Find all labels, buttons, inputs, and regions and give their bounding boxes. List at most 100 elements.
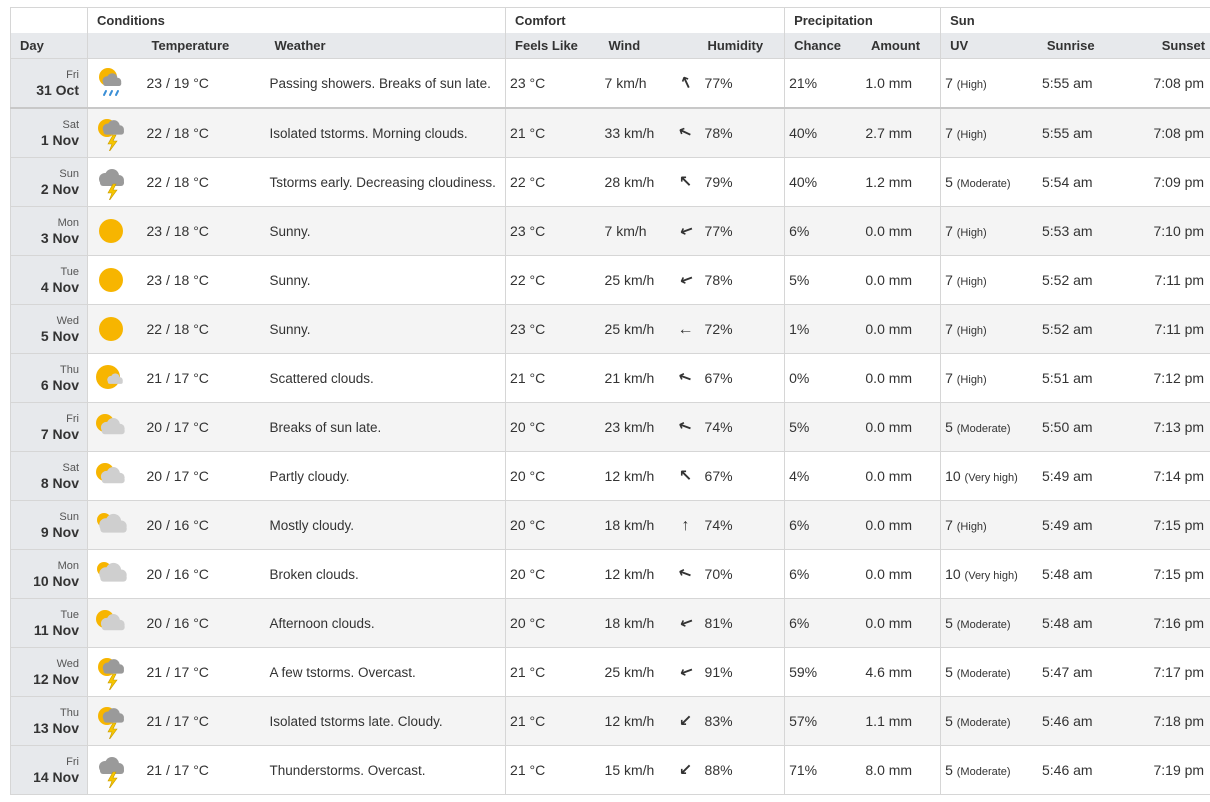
weather-description: Isolated tstorms. Morning clouds.	[250, 108, 506, 158]
forecast-row: Mon 10 Nov 20 / 16 °C Broken clouds. 20 …	[10, 549, 1210, 599]
precip-chance-cell: 59%	[784, 647, 865, 697]
uv-cell: 10 (Very high)	[940, 549, 1033, 599]
wind-arrow-icon: ↑	[681, 517, 690, 534]
forecast-row: Sun 2 Nov 22 / 18 °C Tstorms early. Decr…	[10, 157, 1210, 207]
sunset-cell: 7:16 pm	[1110, 598, 1210, 648]
wind-direction-cell: ↖	[670, 549, 701, 599]
column-header-wind-direction	[670, 33, 701, 59]
uv-level: (Moderate)	[956, 717, 1011, 729]
uv-level: (Moderate)	[956, 178, 1011, 190]
column-header-icon	[87, 33, 138, 59]
uv-index: 7	[945, 370, 953, 386]
wind-speed-cell: 7 km/h	[600, 58, 671, 109]
date-label: 7 Nov	[40, 425, 79, 442]
precip-chance-cell: 0%	[784, 353, 865, 403]
precip-amount-cell: 0.0 mm	[864, 549, 941, 599]
sunset-cell: 7:13 pm	[1110, 402, 1210, 452]
column-header-chance: Chance	[784, 33, 865, 59]
precip-chance-cell: 21%	[784, 58, 865, 109]
day-of-week: Wed	[56, 314, 79, 327]
humidity-cell: 74%	[700, 402, 785, 452]
uv-level: (High)	[956, 79, 987, 91]
sun-icon	[99, 317, 123, 341]
sunset-cell: 7:08 pm	[1110, 108, 1210, 158]
day-of-week: Sun	[59, 167, 79, 180]
weather-description: A few tstorms. Overcast.	[250, 647, 506, 697]
uv-level: (High)	[956, 276, 987, 288]
group-header-day	[10, 7, 88, 33]
uv-level: (Very high)	[964, 570, 1018, 582]
feels-like-cell: 22 °C	[505, 157, 601, 207]
humidity-cell: 74%	[700, 500, 785, 550]
feels-like-cell: 21 °C	[505, 696, 601, 746]
day-of-week: Fri	[66, 755, 79, 768]
forecast-row: Wed 5 Nov 22 / 18 °C Sunny. 23 °C 25 km/…	[10, 304, 1210, 354]
humidity-cell: 78%	[700, 108, 785, 158]
forecast-table-wrap: Conditions Comfort Precipitation Sun Day…	[10, 7, 1210, 795]
weather-description: Sunny.	[250, 206, 506, 256]
precip-chance-cell: 40%	[784, 157, 865, 207]
sunrise-cell: 5:50 am	[1032, 402, 1111, 452]
sun-cloud-thunder-icon	[98, 119, 124, 151]
day-cell: Fri 31 Oct	[10, 58, 88, 109]
wind-arrow-icon: ↙	[678, 762, 693, 779]
wind-direction-cell: ↙	[670, 647, 701, 697]
precip-amount-cell: 0.0 mm	[864, 304, 941, 354]
date-label: 8 Nov	[40, 474, 79, 491]
temperature-cell: 20 / 16 °C	[137, 549, 251, 599]
precip-chance-cell: 40%	[784, 108, 865, 158]
wind-speed-cell: 7 km/h	[600, 206, 671, 256]
uv-index: 10	[945, 566, 961, 582]
uv-index: 5	[945, 615, 953, 631]
feels-like-cell: 23 °C	[505, 206, 601, 256]
wind-direction-cell: ↖	[670, 402, 701, 452]
date-label: 2 Nov	[40, 180, 79, 197]
uv-level: (High)	[956, 374, 987, 386]
temperature-cell: 22 / 18 °C	[137, 108, 251, 158]
precip-amount-cell: 0.0 mm	[864, 500, 941, 550]
temperature-cell: 21 / 17 °C	[137, 647, 251, 697]
sunset-cell: 7:12 pm	[1110, 353, 1210, 403]
uv-level: (Moderate)	[956, 668, 1011, 680]
wind-arrow-icon: ↖	[678, 174, 693, 191]
weather-icon-cell	[87, 157, 138, 207]
wind-speed-cell: 12 km/h	[600, 549, 671, 599]
uv-index: 7	[945, 75, 953, 91]
wind-speed-cell: 15 km/h	[600, 745, 671, 795]
uv-level: (Very high)	[964, 472, 1018, 484]
sunrise-cell: 5:55 am	[1032, 58, 1111, 109]
column-header-sunrise: Sunrise	[1032, 33, 1111, 59]
wind-speed-cell: 12 km/h	[600, 696, 671, 746]
precip-amount-cell: 0.0 mm	[864, 206, 941, 256]
forecast-row: Sun 9 Nov 20 / 16 °C Mostly cloudy. 20 °…	[10, 500, 1210, 550]
group-header-conditions: Conditions	[86, 7, 506, 33]
uv-cell: 5 (Moderate)	[940, 696, 1033, 746]
weather-description: Breaks of sun late.	[250, 402, 506, 452]
date-label: 1 Nov	[40, 131, 79, 148]
uv-index: 10	[945, 468, 961, 484]
day-cell: Sat 8 Nov	[10, 451, 88, 501]
day-cell: Wed 12 Nov	[10, 647, 88, 697]
wind-direction-cell: ↙	[670, 206, 701, 256]
date-label: 13 Nov	[33, 719, 79, 736]
day-cell: Fri 7 Nov	[10, 402, 88, 452]
humidity-cell: 81%	[700, 598, 785, 648]
humidity-cell: 67%	[700, 451, 785, 501]
weather-description: Sunny.	[250, 255, 506, 305]
group-header-precipitation: Precipitation	[784, 7, 941, 33]
humidity-cell: 88%	[700, 745, 785, 795]
temperature-cell: 23 / 18 °C	[137, 206, 251, 256]
humidity-cell: 77%	[700, 58, 785, 109]
day-of-week: Fri	[66, 68, 79, 81]
wind-speed-cell: 21 km/h	[600, 353, 671, 403]
sun-small-cloud-icon	[96, 365, 123, 389]
temperature-cell: 20 / 16 °C	[137, 598, 251, 648]
weather-description: Tstorms early. Decreasing cloudiness.	[250, 157, 506, 207]
wind-speed-cell: 25 km/h	[600, 647, 671, 697]
weather-icon-cell	[87, 745, 138, 795]
sunset-cell: 7:09 pm	[1110, 157, 1210, 207]
uv-level: (High)	[956, 325, 987, 337]
wind-speed-cell: 18 km/h	[600, 500, 671, 550]
precip-amount-cell: 1.0 mm	[864, 58, 941, 109]
uv-index: 7	[945, 223, 953, 239]
